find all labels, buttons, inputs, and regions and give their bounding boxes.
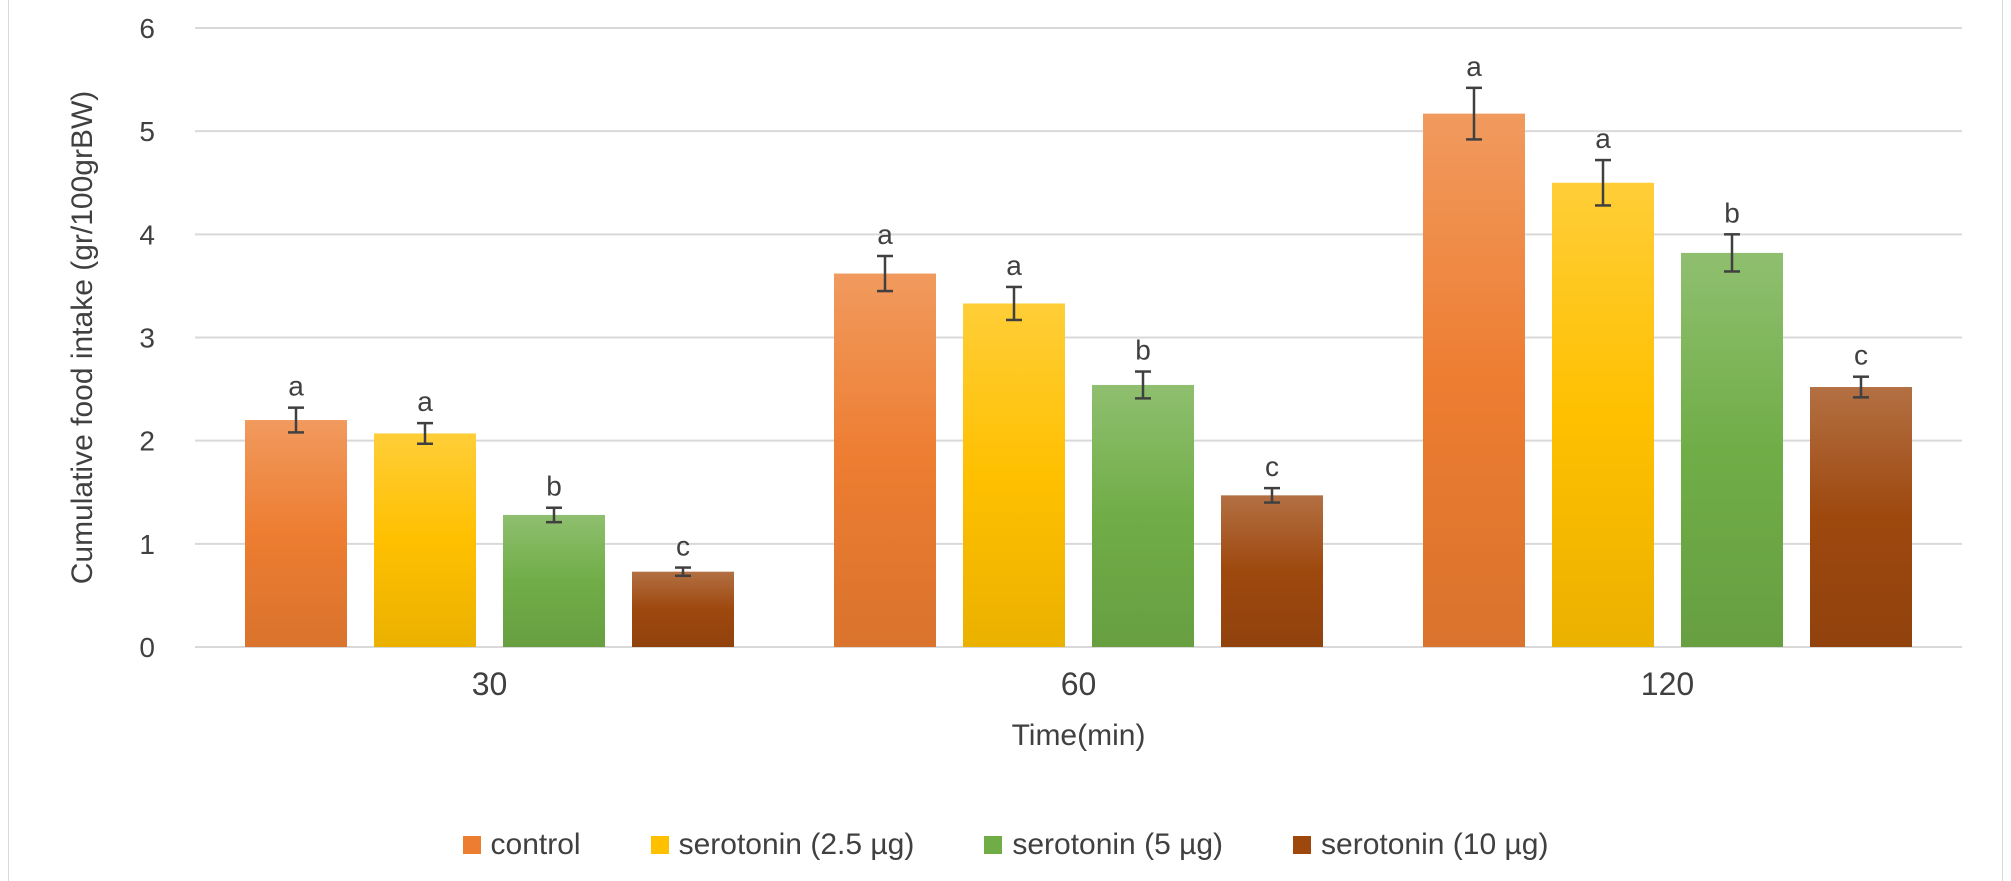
y-tick-label: 6 (139, 13, 155, 44)
legend-item: serotonin (2.5 µg) (650, 828, 915, 862)
significance-label: a (1006, 250, 1022, 281)
y-tick-label: 1 (139, 529, 155, 560)
error-bar (1135, 370, 1151, 400)
bar-serotonin-2-5-g--120 (1552, 182, 1654, 647)
gridlines (195, 27, 1962, 648)
x-axis-title: Time(min) (1012, 719, 1146, 752)
y-tick-label: 2 (139, 426, 155, 457)
error-bar (1595, 158, 1611, 207)
bar-serotonin-5-g--30 (503, 514, 605, 647)
legend-swatch (462, 836, 481, 854)
bar-serotonin-5-g--120 (1681, 252, 1783, 648)
error-bar (546, 506, 562, 524)
legend-label: serotonin (5 µg) (1012, 828, 1224, 861)
error-bar (288, 406, 304, 434)
y-axis-title: Cumulative food intake (gr/100grBW) (66, 91, 99, 585)
significance-label: c (676, 531, 690, 562)
bar-control-30 (245, 420, 347, 647)
legend-swatch (984, 836, 1003, 854)
significance-label: a (1595, 123, 1611, 154)
error-bar (1006, 285, 1022, 322)
x-axis-categories: 30 60 120 (472, 666, 1694, 702)
y-tick-label: 4 (139, 219, 155, 250)
error-bar (675, 566, 691, 578)
frame-right-border (2002, 0, 2003, 881)
bar-serotonin-10-g--60 (1221, 495, 1323, 647)
bar-control-60 (834, 273, 936, 647)
significance-label: b (1135, 335, 1151, 366)
bar-serotonin-2-5-g--60 (963, 303, 1065, 647)
bar-serotonin-10-g--120 (1810, 387, 1912, 647)
legend-item: serotonin (5 µg) (984, 828, 1223, 862)
error-bar (1853, 375, 1869, 399)
legend-label: serotonin (10 µg) (1321, 828, 1549, 861)
error-bar (1724, 233, 1740, 273)
bar-serotonin-10-g--30 (632, 571, 734, 647)
error-bar (417, 421, 433, 446)
error-bar (877, 254, 893, 293)
bar-serotonin-2-5-g--30 (374, 433, 476, 647)
bars (245, 113, 1912, 648)
y-tick-label: 0 (139, 632, 155, 663)
x-category-label: 30 (472, 666, 508, 702)
x-category-label: 120 (1641, 666, 1694, 702)
legend: control serotonin (2.5 µg) serotonin (5 µg… (0, 822, 2011, 868)
significance-label: a (1466, 51, 1482, 82)
significance-labels: a a b c a a b c a a b c (288, 51, 1868, 562)
legend-label: serotonin (2.5 µg) (678, 828, 915, 861)
bar-serotonin-5-g--60 (1092, 384, 1194, 647)
significance-label: a (288, 371, 304, 402)
legend-swatch (1293, 836, 1312, 854)
significance-label: a (417, 386, 433, 417)
legend-item: control (462, 828, 581, 862)
y-tick-label: 5 (139, 116, 155, 147)
legend-item: serotonin (10 µg) (1293, 828, 1548, 862)
significance-label: b (1724, 197, 1740, 228)
frame-left-border (8, 0, 9, 881)
x-category-label: 60 (1061, 666, 1097, 702)
significance-label: a (877, 219, 893, 250)
bar-control-120 (1423, 113, 1525, 647)
legend-swatch (650, 836, 669, 854)
error-bar (1466, 86, 1482, 141)
y-tick-label: 3 (139, 323, 155, 354)
significance-label: b (546, 471, 562, 502)
significance-label: c (1854, 340, 1868, 371)
y-axis-ticks: 0 1 2 3 4 5 6 (139, 13, 155, 663)
legend-label: control (490, 828, 581, 861)
error-bars (288, 86, 1869, 578)
significance-label: c (1265, 451, 1279, 482)
error-bar (1264, 486, 1280, 504)
